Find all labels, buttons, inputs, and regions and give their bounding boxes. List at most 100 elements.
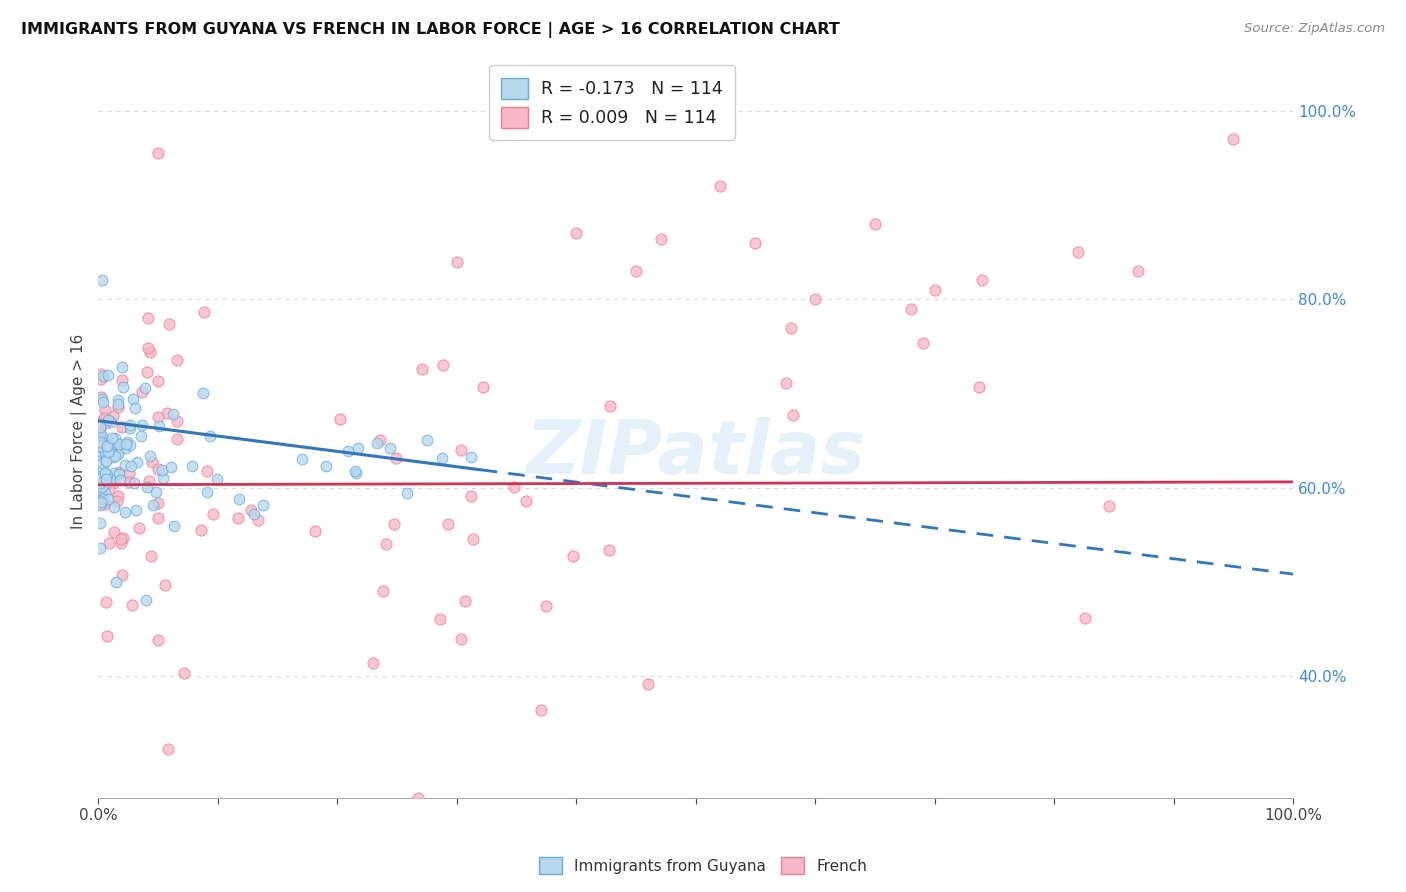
Point [94,445,117,459]
Point [429,612,451,626]
Point [156,406,179,420]
Point [115,441,138,455]
Point [104,431,127,445]
Point [166,352,188,367]
Point [152,470,174,484]
Point [637,677,659,691]
Point [111,420,134,434]
Point [89,541,111,556]
Point [107,397,129,411]
Point [90,433,112,447]
Point [96,594,118,608]
Point [115,437,138,451]
Point [115,434,138,449]
Point [90,391,112,405]
Point [598,543,620,558]
Point [129,429,152,443]
Point [782,408,804,422]
Point [156,741,179,756]
Y-axis label: In Labor Force | Age > 16: In Labor Force | Age > 16 [72,334,87,529]
Point [460,450,482,464]
Point [347,442,370,456]
Point [96,453,118,467]
Point [120,418,142,433]
Point [114,505,136,519]
Point [135,480,157,494]
Point [195,485,218,500]
Point [96,629,118,643]
Point [89,435,111,450]
Point [246,513,269,527]
Point [94,497,117,511]
Point [382,516,405,531]
Point [96,472,118,486]
Point [120,459,142,474]
Point [135,593,157,607]
Point [105,494,128,508]
Point [141,455,163,469]
Point [112,380,135,394]
Point [337,444,360,458]
Point [145,484,167,499]
Point [91,449,114,463]
Point [96,439,118,453]
Point [744,235,766,250]
Point [91,491,114,506]
Point [90,495,112,509]
Point [97,535,120,549]
Point [373,584,395,599]
Point [97,413,120,427]
Point [89,490,111,504]
Point [93,410,115,425]
Point [91,477,114,491]
Point [190,523,212,537]
Point [90,372,112,386]
Point [146,633,169,648]
Point [89,491,111,506]
Point [775,376,797,390]
Point [114,458,136,473]
Point [105,574,128,589]
Point [243,507,266,521]
Point [96,439,118,453]
Point [97,482,120,496]
Point [226,510,249,524]
Point [97,444,120,458]
Point [89,415,111,429]
Point [103,500,125,514]
Point [90,438,112,452]
Point [136,341,159,355]
Point [150,462,173,476]
Point [454,593,477,607]
Point [142,498,165,512]
Point [89,516,111,531]
Point [89,420,111,434]
Point [804,293,827,307]
Point [166,432,188,446]
Point [111,567,134,582]
Point [228,492,250,507]
Point [135,365,157,379]
Point [159,317,181,331]
Point [107,489,129,503]
Point [93,434,115,449]
Point [107,447,129,461]
Point [100,442,122,456]
Point [202,508,225,522]
Point [198,429,221,443]
Point [91,456,114,470]
Point [344,466,367,480]
Point [463,533,485,547]
Point [155,578,177,592]
Point [315,459,337,474]
Point [131,418,153,433]
Point [94,403,117,417]
Point [125,503,148,517]
Point [97,434,120,449]
Point [304,524,326,539]
Point [94,444,117,458]
Point [122,476,145,491]
Point [163,518,186,533]
Point [1067,245,1090,260]
Point [89,426,111,441]
